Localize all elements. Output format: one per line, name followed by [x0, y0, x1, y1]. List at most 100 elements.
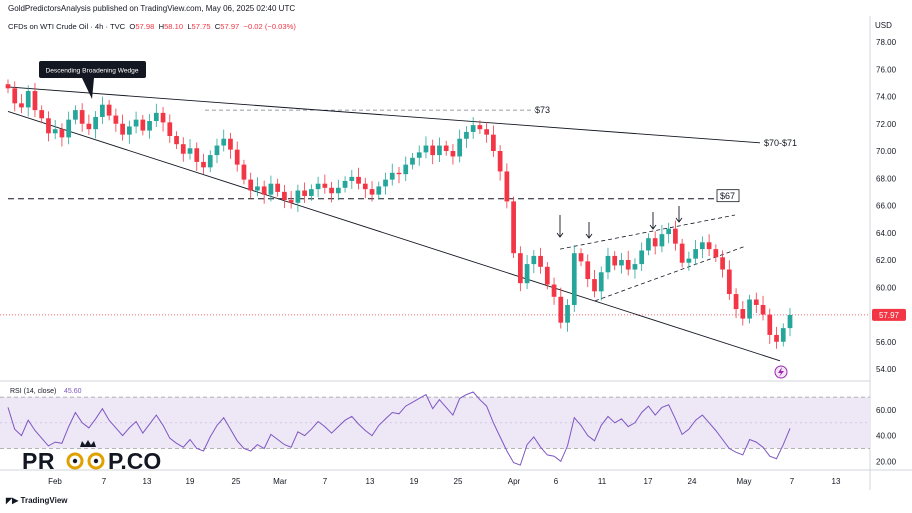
level-67-box [716, 189, 740, 203]
publisher-line: GoldPredictorsAnalysis published on Trad… [8, 4, 296, 13]
symbol-line: CFDs on WTI Crude Oil · 4h · TVC O57.98 … [8, 22, 296, 31]
arrow-markers [556, 206, 683, 239]
candle-body [309, 189, 314, 196]
candle-body [713, 249, 719, 258]
callout-label: Descending Broadening Wedge [46, 68, 139, 75]
candle-body [315, 183, 321, 190]
watermark-text: PR [22, 448, 55, 474]
candle-body [369, 189, 375, 195]
rsi-tick-label: 40.00 [876, 432, 897, 441]
candle-body [605, 255, 611, 273]
candle-body [747, 299, 752, 319]
candle-body [268, 183, 274, 195]
channel-lower-line[interactable] [594, 245, 746, 302]
price-tick-label: 56.00 [876, 338, 897, 347]
candle-body [551, 284, 557, 297]
candle-body [646, 238, 651, 251]
time-tick-label: 13 [143, 477, 152, 486]
tradingview-icon: ◤▶ [6, 496, 21, 505]
rsi-line[interactable] [7, 391, 791, 466]
candle-body [538, 255, 543, 267]
candle-body [160, 112, 166, 123]
lightning-icon[interactable] [774, 365, 788, 379]
pattern-callout[interactable]: Descending Broadening Wedge [39, 61, 146, 99]
candle-body [430, 145, 436, 156]
level-73-label: $73 [535, 105, 550, 115]
wedge-upper-trendline[interactable] [7, 86, 761, 144]
candle-body [504, 171, 510, 202]
time-axis[interactable]: Feb 7 13 19 25 Mar 7 13 19 25 Apr 6 11 17 24 May 7 13 [48, 477, 841, 486]
candle-body [517, 253, 523, 284]
time-tick-label: 11 [598, 477, 607, 486]
candle-body [79, 110, 85, 124]
candle-body [659, 234, 665, 247]
channel-upper-line[interactable] [559, 214, 736, 250]
rsi-title: RSI (14, close) [10, 388, 56, 395]
candle-body [491, 134, 496, 151]
candles[interactable] [5, 79, 793, 349]
candle-body [679, 243, 685, 263]
candle-body [39, 110, 45, 119]
candle-body [288, 200, 294, 203]
candle-body [403, 164, 409, 175]
candle-body [261, 186, 267, 195]
candle-body [700, 242, 705, 250]
candle-body [416, 152, 422, 158]
symbol-name[interactable]: CFDs on WTI Crude Oil · 4h · TVC [8, 22, 126, 31]
candle-body [544, 266, 550, 285]
candle-body [12, 88, 18, 104]
candle-body [25, 91, 31, 108]
down-arrow-head [675, 217, 683, 223]
candle-body [106, 104, 112, 116]
price-tick-label: 76.00 [876, 65, 897, 74]
change-value: −0.02 (−0.03%) [243, 22, 296, 31]
candle-body [255, 186, 260, 191]
candle-body [46, 118, 51, 134]
level-67-callout: $67 [716, 189, 740, 203]
candle-body [187, 148, 193, 154]
last-price-value: 57.97 [879, 311, 900, 320]
candle-body [342, 180, 348, 188]
candle-body [322, 183, 328, 188]
candle-body [356, 176, 361, 184]
candle-body [592, 279, 597, 292]
candle-body [167, 122, 173, 137]
candle-body [619, 260, 624, 266]
candle-body [140, 119, 146, 131]
time-tick-label: 19 [186, 477, 195, 486]
price-axis[interactable]: 78.00 76.00 74.00 72.00 70.00 68.00 66.00 64.00… [876, 38, 897, 374]
candle-body [726, 269, 732, 295]
price-tick-label: 68.00 [876, 174, 897, 183]
candle-body [248, 179, 254, 191]
candle-body [241, 164, 247, 180]
candle-body [201, 161, 206, 168]
candle-body [612, 255, 618, 266]
candle-body [639, 250, 645, 265]
candle-body [153, 112, 159, 122]
candle-body [774, 334, 779, 342]
watermark-crown-icon [80, 440, 96, 447]
candle-body [578, 253, 584, 262]
time-tick-label: 13 [366, 477, 375, 486]
price-tick-label: 66.00 [876, 202, 897, 211]
level-67-label: $67 [720, 191, 735, 201]
candle-body [666, 228, 672, 235]
candle-body [282, 191, 287, 201]
rsi-axis[interactable]: 60.00 40.00 20.00 [876, 406, 897, 466]
wedge-lower-trendline[interactable] [7, 111, 781, 362]
candle-body [52, 129, 58, 134]
time-tick-label: 17 [644, 477, 653, 486]
candle-body [652, 238, 658, 247]
candle-body [349, 176, 355, 181]
candle-body [450, 151, 456, 157]
candle-body [571, 253, 577, 305]
price-tick-label: 64.00 [876, 229, 897, 238]
candle-body [376, 186, 382, 195]
candle-body [19, 103, 24, 108]
tradingview-logo[interactable]: ◤▶ TradingView [6, 496, 68, 505]
candle-body [720, 257, 725, 270]
candle-body [389, 172, 395, 180]
candle-body [558, 296, 564, 323]
candle-body [133, 119, 139, 127]
